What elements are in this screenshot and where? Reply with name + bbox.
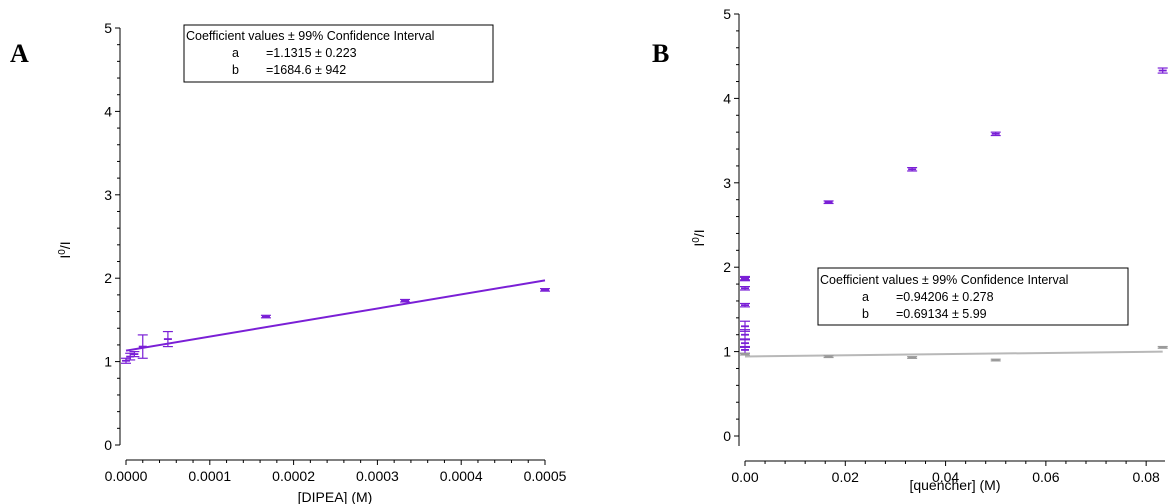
panel-a-fit-line (125, 279, 546, 352)
panel-a-coefficient-box: Coefficient values ± 99% Confidence Inte… (183, 24, 494, 83)
panel-b-x-tick-label: 0.04 (932, 469, 959, 485)
panel-a-y-tick-label: 3 (104, 187, 112, 203)
panel-a-ylabel-denominator: I (57, 241, 73, 245)
panel-a-x-tick-label: 0.0005 (524, 468, 567, 484)
panel-a-x-tick-label: 0.0004 (440, 468, 483, 484)
panel-a-y-tick-label: 2 (104, 270, 112, 286)
panel-a-coef-b-value: =1684.6 ± 942 (266, 63, 346, 77)
panel-b-coefficient-box-frame (817, 267, 1129, 326)
panel-b-fit-line (744, 350, 1163, 358)
panel-b-series-2-point (1157, 345, 1168, 349)
panel-a-y-tick-label: 1 (104, 354, 112, 370)
panel-a-y-axis-label: I0/I (57, 241, 74, 258)
panel-b-x-tick-label: 0.02 (832, 469, 859, 485)
panel-b-series-1-point (740, 286, 750, 291)
panel-b-series-2-point (990, 358, 1001, 362)
panel-b-data-points (740, 67, 1168, 362)
panel-b-x-tick-label: 0.08 (1133, 469, 1160, 485)
panel-b-coef-b-value: =0.69134 ± 5.99 (896, 307, 987, 321)
panel-b-y-tick-label: 0 (723, 428, 731, 444)
panel-a-y-tick-label: 5 (104, 20, 112, 36)
panel-b-series-1-point (823, 200, 834, 205)
panel-a-series-1-point (121, 357, 131, 364)
panel-a-ylabel-base: I (57, 255, 73, 259)
panel-b-y-tick-label: 3 (723, 175, 731, 191)
panel-b-series-1-point (740, 275, 750, 281)
panel-a-coef-a-name: a (232, 46, 239, 60)
panel-b-y-ticks: 0 1 2 3 4 5 (723, 6, 739, 444)
panel-a-series-1-point (162, 330, 173, 348)
panel-b-y-tick-label: 2 (723, 259, 731, 275)
panel-a-coef-b-name: b (232, 63, 239, 77)
panel-a-x-tick-label: 0.0002 (272, 468, 315, 484)
panel-a-series-1-point (540, 288, 550, 292)
panel-a-coef-a-value: =1.1315 ± 0.223 (266, 46, 357, 60)
panel-b-letter: B (652, 39, 669, 68)
panel-b-coef-a-name: a (862, 290, 869, 304)
panel-a-series-1-point (137, 334, 148, 359)
panel-b-coef-b-name: b (862, 307, 869, 321)
panel-b-series-1-point (907, 167, 918, 172)
panel-a-data-points (121, 288, 550, 364)
panel-b-y-tick-label: 1 (723, 344, 731, 360)
panel-a-ylabel-superscript: 0 (57, 249, 68, 255)
panel-b-ylabel-base: I (691, 243, 707, 247)
panel-b-y-tick-label: 4 (723, 90, 731, 106)
panel-b-series-2-point (740, 352, 750, 356)
panel-b-series-1-point (1157, 67, 1168, 74)
panel-b-coef-a-value: =0.94206 ± 0.278 (896, 290, 994, 304)
panel-b-y-tick-label: 5 (723, 6, 731, 22)
panel-a-y-tick-label: 0 (104, 437, 112, 453)
panel-b-y-axis-label: I0/I (691, 229, 708, 246)
panel-b-coefficient-box-title: Coefficient values ± 99% Confidence Inte… (820, 273, 1068, 287)
panel-b-series-1-point (740, 320, 750, 332)
panel-b: B 0 1 2 3 4 5 0.00 0.02 0.04 0.06 0.08 [quencher]… (652, 6, 1168, 493)
panel-a-x-tick-label: 0.0000 (105, 468, 148, 484)
panel-a-series-1-point (400, 298, 411, 303)
panel-a-y-ticks: 0 1 2 3 4 5 (104, 20, 120, 453)
svg-text:I0/I: I0/I (57, 241, 74, 258)
panel-b-series-2-point (823, 355, 834, 359)
panel-a-x-ticks: 0.0000 0.0001 0.0002 0.0003 0.0004 0.0005 (105, 460, 567, 484)
panel-a-x-tick-label: 0.0001 (188, 468, 231, 484)
panel-a-coefficient-box-title: Coefficient values ± 99% Confidence Inte… (186, 29, 434, 43)
panel-a-ylabel-slash: / (57, 245, 73, 249)
panel-b-series-1-point (990, 131, 1001, 137)
panel-a-series-1-point (129, 350, 140, 358)
panel-b-series-2-point (907, 356, 918, 359)
panel-b-ylabel-denominator: I (691, 229, 707, 233)
panel-a-letter: A (10, 39, 29, 68)
panel-a-x-axis-label: [DIPEA] (M) (298, 489, 373, 504)
panel-a-y-tick-label: 4 (104, 103, 112, 119)
svg-text:I0/I: I0/I (691, 229, 708, 246)
panel-a-series-1-point (260, 314, 271, 319)
panel-b-x-tick-label: 0.00 (731, 469, 758, 485)
panel-b-ylabel-slash: / (691, 233, 707, 237)
panel-b-series-1-point (740, 302, 750, 308)
panel-a-coefficient-box-frame (183, 24, 494, 83)
panel-b-coefficient-box: Coefficient values ± 99% Confidence Inte… (817, 267, 1129, 326)
panel-b-x-tick-label: 0.06 (1032, 469, 1059, 485)
panel-b-ylabel-superscript: 0 (691, 237, 702, 243)
panel-a-x-tick-label: 0.0003 (356, 468, 399, 484)
panel-b-x-ticks: 0.00 0.02 0.04 0.06 0.08 (731, 461, 1160, 485)
panel-b-x-axis-label: [quencher] (M) (909, 477, 1000, 493)
